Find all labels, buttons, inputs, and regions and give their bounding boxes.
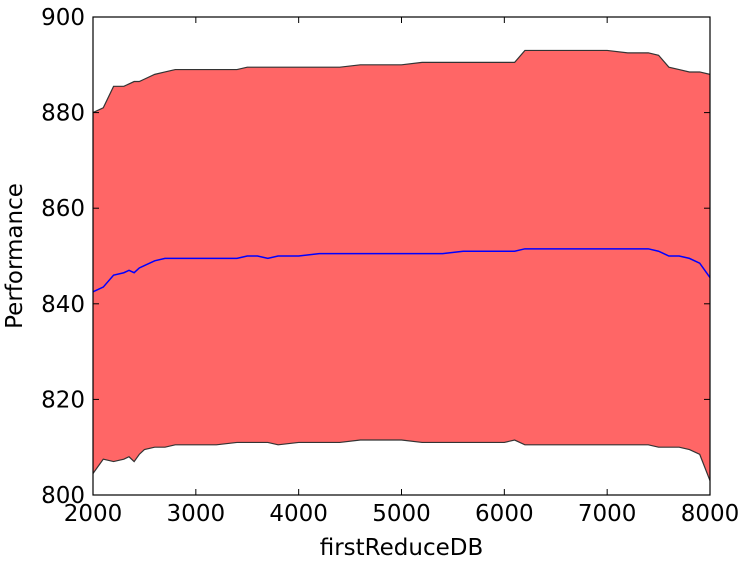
y-tick-label: 860	[41, 196, 85, 222]
upper-bound-line	[92, 49, 711, 114]
x-tick-label: 3000	[167, 501, 226, 527]
x-tick-label: 5000	[372, 501, 431, 527]
plot-area	[92, 49, 711, 481]
axis-ticks: 2000 3000 4000 5000 6000 7000 8000 800 820 840 860…	[41, 5, 739, 527]
lower-bound-line	[92, 439, 711, 481]
confidence-band	[93, 50, 710, 481]
x-tick-label: 7000	[578, 501, 637, 527]
y-tick-label: 880	[41, 101, 85, 127]
x-tick-label: 8000	[681, 501, 740, 527]
y-tick-label: 840	[41, 292, 85, 318]
mean-line	[92, 248, 711, 293]
y-tick-label: 900	[41, 5, 85, 31]
x-tick-label: 2000	[64, 501, 123, 527]
y-axis-label: Performance	[2, 183, 28, 329]
y-tick-label: 820	[41, 387, 85, 413]
y-tick-label: 800	[41, 483, 85, 509]
x-tick-label: 6000	[475, 501, 534, 527]
x-axis-label: firstReduceDB	[320, 535, 484, 561]
x-tick-label: 4000	[269, 501, 328, 527]
